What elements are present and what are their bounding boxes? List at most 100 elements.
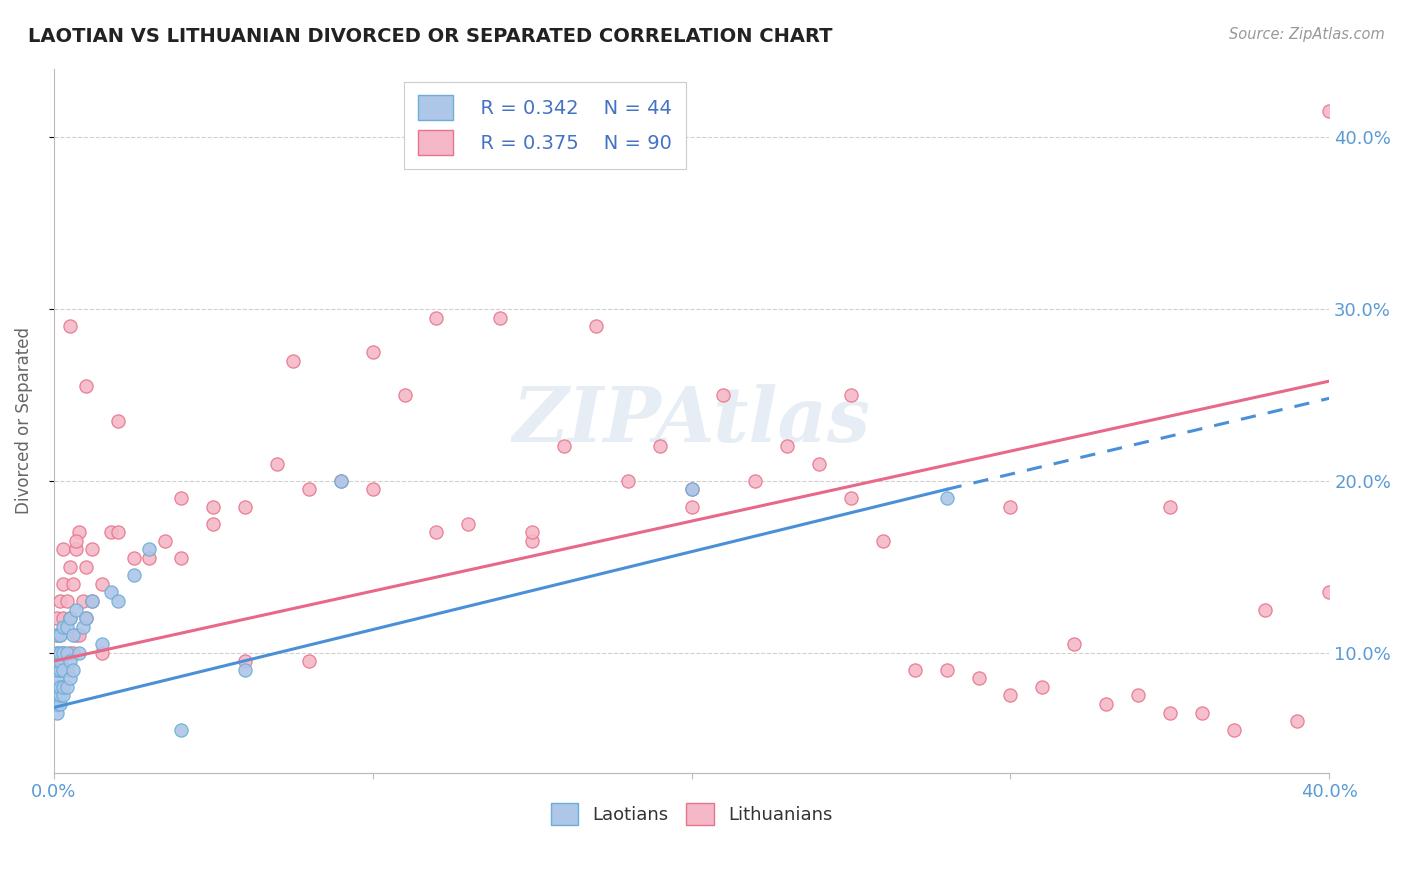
Point bbox=[170, 491, 193, 505]
Point bbox=[1000, 689, 1022, 703]
Point bbox=[55, 663, 77, 677]
Text: Source: ZipAtlas.com: Source: ZipAtlas.com bbox=[1229, 27, 1385, 42]
Point bbox=[46, 646, 69, 660]
Point bbox=[967, 671, 990, 685]
Point bbox=[46, 697, 69, 711]
Point bbox=[75, 379, 97, 393]
Point bbox=[59, 611, 82, 625]
Point bbox=[49, 628, 72, 642]
Point bbox=[65, 628, 87, 642]
Point bbox=[67, 628, 90, 642]
Point bbox=[46, 680, 69, 694]
Point bbox=[46, 654, 69, 668]
Point bbox=[1159, 500, 1181, 514]
Point bbox=[616, 474, 638, 488]
Point bbox=[52, 680, 75, 694]
Point bbox=[808, 457, 831, 471]
Point bbox=[266, 457, 288, 471]
Point bbox=[59, 611, 82, 625]
Point bbox=[1126, 689, 1149, 703]
Point bbox=[361, 483, 384, 497]
Point bbox=[46, 689, 69, 703]
Point bbox=[298, 654, 321, 668]
Legend: Laotians, Lithuanians: Laotians, Lithuanians bbox=[541, 794, 841, 834]
Point bbox=[49, 628, 72, 642]
Point bbox=[49, 654, 72, 668]
Point bbox=[75, 611, 97, 625]
Point bbox=[82, 542, 104, 557]
Point bbox=[1095, 697, 1118, 711]
Point bbox=[52, 646, 75, 660]
Point bbox=[49, 663, 72, 677]
Point bbox=[46, 611, 69, 625]
Point bbox=[90, 646, 112, 660]
Point bbox=[62, 646, 84, 660]
Point bbox=[170, 723, 193, 737]
Point bbox=[233, 663, 256, 677]
Point bbox=[49, 680, 72, 694]
Point bbox=[59, 654, 82, 668]
Point bbox=[233, 654, 256, 668]
Point bbox=[107, 525, 129, 540]
Point bbox=[425, 525, 447, 540]
Point bbox=[776, 439, 799, 453]
Point bbox=[585, 319, 607, 334]
Point bbox=[49, 594, 72, 608]
Point bbox=[75, 611, 97, 625]
Point bbox=[872, 533, 894, 548]
Point bbox=[425, 310, 447, 325]
Point bbox=[49, 689, 72, 703]
Point bbox=[553, 439, 575, 453]
Point bbox=[52, 689, 75, 703]
Point bbox=[202, 516, 225, 531]
Point bbox=[52, 542, 75, 557]
Point bbox=[46, 628, 69, 642]
Point bbox=[122, 551, 145, 566]
Point bbox=[713, 388, 735, 402]
Point bbox=[520, 533, 543, 548]
Text: ZIPAtlas: ZIPAtlas bbox=[513, 384, 870, 458]
Point bbox=[49, 646, 72, 660]
Point bbox=[62, 628, 84, 642]
Point bbox=[744, 474, 766, 488]
Point bbox=[46, 706, 69, 720]
Point bbox=[520, 525, 543, 540]
Point bbox=[1317, 104, 1340, 119]
Point bbox=[59, 646, 82, 660]
Text: LAOTIAN VS LITHUANIAN DIVORCED OR SEPARATED CORRELATION CHART: LAOTIAN VS LITHUANIAN DIVORCED OR SEPARA… bbox=[28, 27, 832, 45]
Point bbox=[361, 345, 384, 359]
Point bbox=[46, 671, 69, 685]
Point bbox=[839, 491, 862, 505]
Point bbox=[72, 594, 94, 608]
Point bbox=[904, 663, 927, 677]
Point bbox=[1159, 706, 1181, 720]
Point bbox=[1286, 714, 1309, 729]
Point bbox=[46, 663, 69, 677]
Point bbox=[1317, 585, 1340, 599]
Point bbox=[394, 388, 416, 402]
Point bbox=[329, 474, 352, 488]
Point bbox=[55, 680, 77, 694]
Point bbox=[329, 474, 352, 488]
Point bbox=[90, 576, 112, 591]
Point bbox=[122, 568, 145, 582]
Point bbox=[1191, 706, 1213, 720]
Point bbox=[82, 594, 104, 608]
Point bbox=[49, 663, 72, 677]
Point bbox=[489, 310, 512, 325]
Point bbox=[49, 680, 72, 694]
Point bbox=[233, 500, 256, 514]
Point bbox=[681, 500, 703, 514]
Point bbox=[1254, 602, 1277, 616]
Point bbox=[681, 483, 703, 497]
Point bbox=[138, 542, 160, 557]
Point bbox=[46, 646, 69, 660]
Point bbox=[62, 663, 84, 677]
Point bbox=[65, 602, 87, 616]
Point bbox=[298, 483, 321, 497]
Point bbox=[1222, 723, 1244, 737]
Point bbox=[100, 525, 122, 540]
Point bbox=[65, 533, 87, 548]
Point bbox=[935, 491, 957, 505]
Point bbox=[49, 663, 72, 677]
